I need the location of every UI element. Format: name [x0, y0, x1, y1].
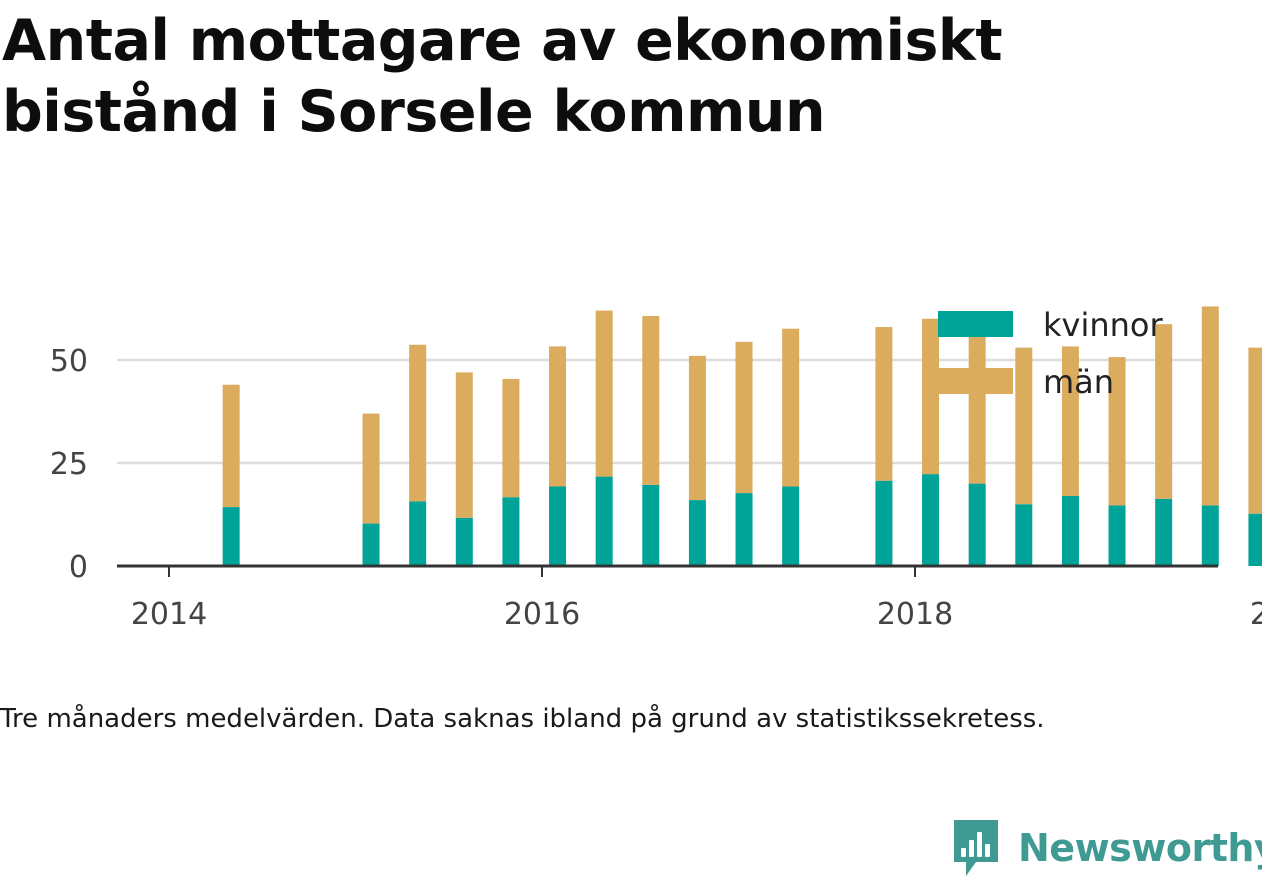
- bar-kvinnor: [688, 500, 706, 566]
- bar-kvinnor: [1108, 505, 1126, 566]
- footnote: Tre månaders medelvärden. Data saknas ib…: [0, 704, 1045, 734]
- legend: kvinnor män: [938, 306, 1164, 401]
- bar-kvinnor: [782, 486, 800, 566]
- bar-man: [222, 384, 240, 508]
- bar-man: [1201, 306, 1219, 506]
- bar-kvinnor: [735, 493, 753, 566]
- x-axis: 201420162018202020222024: [117, 564, 1262, 632]
- bar-man: [642, 315, 660, 485]
- bar-man: [1108, 357, 1126, 506]
- legend-label-kvinnor: kvinnor: [1043, 306, 1164, 344]
- bar-kvinnor: [922, 474, 940, 566]
- gridlines: [117, 358, 1218, 465]
- y-tick-label: 0: [69, 550, 88, 585]
- bar-man: [1015, 347, 1033, 505]
- bar-kvinnor: [409, 501, 427, 566]
- bar-kvinnor: [968, 483, 986, 566]
- bar-kvinnor: [875, 480, 893, 566]
- bar-man: [875, 327, 893, 481]
- bar-man: [922, 318, 940, 475]
- bar-kvinnor: [642, 484, 660, 566]
- x-tick-label: 2020: [1250, 597, 1262, 632]
- x-tick-label: 2018: [877, 597, 953, 632]
- x-tick-label: 2014: [131, 597, 207, 632]
- bar-man: [1155, 324, 1173, 499]
- newsworthy-bar-chart-logo-icon: [954, 820, 998, 876]
- bar-kvinnor: [549, 486, 567, 566]
- bar-man: [1061, 346, 1079, 496]
- bar-man: [502, 378, 520, 498]
- chart-title: Antal mottagare av ekonomiskt bistånd i …: [2, 8, 1003, 145]
- bar-kvinnor: [1201, 505, 1219, 566]
- bar-man: [1248, 347, 1262, 514]
- bar-man: [549, 346, 567, 487]
- brand-name: Newsworthy: [1018, 826, 1262, 870]
- bar-man: [595, 310, 613, 477]
- legend-swatch-kvinnor: [938, 311, 1013, 337]
- bar-kvinnor: [1248, 513, 1262, 566]
- bar-man: [968, 311, 986, 484]
- bar-man: [455, 372, 473, 518]
- y-tick-label: 50: [50, 344, 88, 379]
- bar-man: [362, 413, 380, 524]
- bar-kvinnor: [1061, 495, 1079, 566]
- x-tick-label: 2016: [504, 597, 580, 632]
- legend-swatch-man: [938, 368, 1013, 394]
- y-axis: 0 25 50: [50, 344, 88, 585]
- bar-man: [735, 341, 753, 494]
- bar-kvinnor: [362, 523, 380, 566]
- bars: [222, 306, 1262, 566]
- bar-man: [409, 344, 427, 502]
- bar-man: [782, 328, 800, 487]
- y-tick-label: 25: [50, 447, 88, 482]
- brand[interactable]: Newsworthy: [952, 818, 1262, 878]
- bar-kvinnor: [1015, 504, 1033, 566]
- bar-man: [688, 355, 706, 501]
- bar-kvinnor: [1155, 498, 1173, 566]
- bar-kvinnor: [455, 517, 473, 566]
- legend-label-man: män: [1043, 363, 1114, 401]
- bar-kvinnor: [502, 497, 520, 566]
- bar-kvinnor: [595, 476, 613, 566]
- bar-kvinnor: [222, 507, 240, 566]
